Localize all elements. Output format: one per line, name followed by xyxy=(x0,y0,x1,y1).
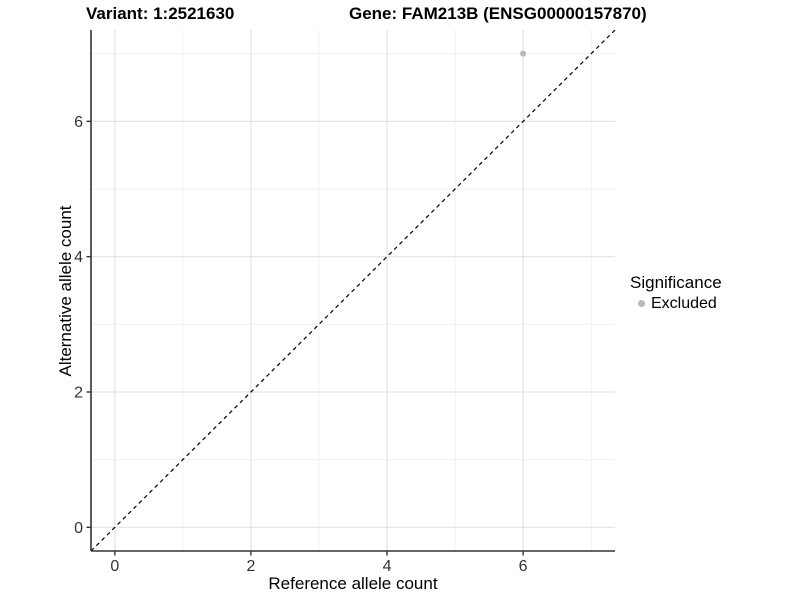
y-tick-label: 6 xyxy=(74,114,83,131)
legend-item-excluded: Excluded xyxy=(630,294,722,313)
x-tick-label: 6 xyxy=(519,558,528,575)
y-axis-label: Alternative allele count xyxy=(56,205,75,377)
legend-item-label: Excluded xyxy=(651,295,717,312)
x-axis-label: Reference allele count xyxy=(268,574,438,593)
point-marker-icon xyxy=(638,300,645,307)
x-tick-label: 0 xyxy=(110,558,119,575)
y-tick-label: 4 xyxy=(74,249,83,266)
legend: Significance Excluded xyxy=(630,272,722,313)
x-tick-label: 2 xyxy=(246,558,255,575)
data-point xyxy=(520,50,527,57)
legend-title: Significance xyxy=(630,273,722,292)
y-tick-label: 0 xyxy=(74,520,83,537)
identity-line xyxy=(90,29,616,552)
y-tick-label: 2 xyxy=(74,384,83,401)
gene-title: Gene: FAM213B (ENSG00000157870) xyxy=(349,4,647,23)
x-tick-label: 4 xyxy=(383,558,392,575)
variant-title: Variant: 1:2521630 xyxy=(86,4,235,23)
